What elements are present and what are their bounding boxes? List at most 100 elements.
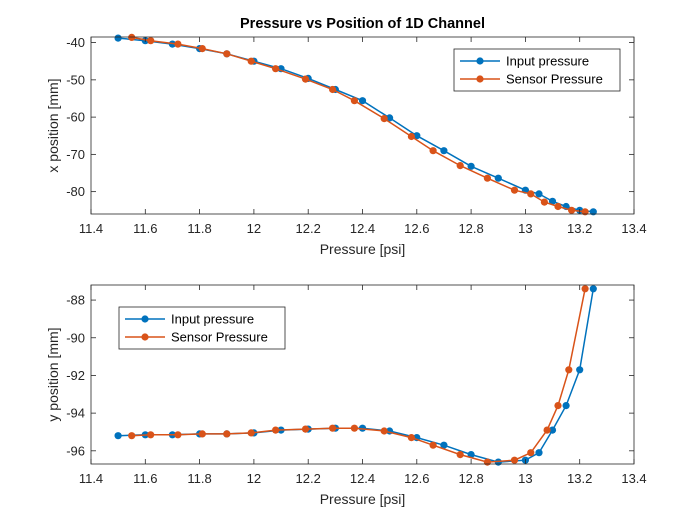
x-tick-label: 13.2 [567, 471, 592, 486]
data-point [386, 114, 394, 122]
legend-marker [141, 333, 149, 341]
legend-box [118, 306, 286, 350]
legend-marker [476, 57, 484, 65]
data-point [174, 431, 182, 439]
data-point [128, 432, 136, 440]
x-tick-label: 12.6 [404, 471, 429, 486]
x-tick-label: 12.2 [296, 471, 321, 486]
x-tick-label: 13 [518, 471, 532, 486]
data-point [407, 434, 415, 442]
data-point [510, 186, 519, 194]
x-axis-label: Pressure [psi] [320, 491, 406, 507]
data-point [380, 115, 388, 123]
data-point [301, 75, 310, 83]
data-point [114, 432, 122, 440]
data-point [565, 366, 573, 374]
data-point [543, 426, 551, 434]
data-point [527, 190, 535, 198]
y-tick-label: -88 [66, 293, 85, 308]
chart-panel-1: 11.4 11.6 11.8 12 12.2 12.4 12.6 12.8 13 13.2 13.4… [45, 16, 647, 257]
data-point [329, 424, 337, 432]
data-point [440, 147, 448, 155]
legend-marker [141, 315, 149, 323]
data-point [467, 162, 475, 170]
data-point [114, 34, 122, 42]
data-point [456, 162, 464, 170]
y-tick-label: -60 [66, 110, 85, 125]
data-point [494, 174, 502, 182]
legend-box [453, 48, 621, 92]
x-tick-label: 11.8 [187, 471, 211, 486]
data-point [380, 427, 388, 435]
chart-panel-2: 11.4 11.6 11.8 12 12.2 12.4 12.6 12.8 13 13.2 13.4… [45, 284, 647, 507]
legend: Input pressure Sensor Pressure [118, 306, 286, 350]
data-point [429, 147, 437, 155]
x-axis-label: Pressure [psi] [320, 241, 406, 257]
y-tick-label: -96 [66, 443, 85, 458]
x-tick-label: 12.2 [296, 221, 321, 236]
data-point [568, 206, 576, 214]
data-point [554, 202, 562, 211]
x-tick-label: 11.6 [133, 471, 157, 486]
data-point [576, 366, 584, 374]
data-point [358, 424, 367, 432]
legend-label: Input pressure [506, 54, 589, 69]
data-point [407, 132, 415, 141]
data-point [350, 97, 358, 105]
data-point [540, 198, 549, 206]
data-point [589, 285, 597, 293]
series-sensor-pressure [128, 33, 589, 216]
x-tick-label: 13.4 [621, 471, 646, 486]
data-point [527, 449, 535, 457]
data-point [223, 430, 231, 438]
data-point [510, 456, 519, 464]
x-tick-label: 12 [247, 221, 261, 236]
legend-label: Sensor Pressure [506, 72, 603, 87]
data-point [272, 426, 280, 434]
data-point [358, 97, 367, 105]
y-tick-label: -40 [66, 35, 85, 50]
y-axis-label: y position [mm] [45, 327, 61, 421]
x-tick-label: 13.4 [621, 221, 646, 236]
data-point [483, 174, 491, 182]
data-point [350, 424, 358, 432]
x-tick-label: 13 [518, 221, 532, 236]
data-point [483, 458, 491, 466]
legend-label: Input pressure [171, 312, 254, 327]
data-point [198, 430, 206, 438]
data-point [456, 451, 464, 459]
data-point [581, 208, 589, 216]
x-tick-label: 13.2 [567, 221, 592, 236]
data-point [535, 190, 543, 198]
data-point [272, 65, 280, 73]
y-tick-label: -94 [66, 406, 85, 421]
x-tick-label: 11.4 [79, 221, 103, 236]
data-point [174, 40, 182, 48]
x-tick-label: 12.8 [458, 471, 483, 486]
y-tick-label: -90 [66, 330, 85, 345]
data-point [562, 402, 570, 410]
data-point [247, 57, 255, 65]
data-point [554, 402, 562, 410]
data-point [581, 285, 589, 293]
series-sensor-pressure [128, 285, 589, 466]
data-point [301, 425, 310, 433]
data-point [198, 45, 206, 53]
y-tick-label: -92 [66, 368, 85, 383]
data-point [329, 85, 337, 94]
data-point [247, 429, 255, 437]
x-tick-label: 12.8 [458, 221, 483, 236]
y-tick-label: -80 [66, 184, 85, 199]
data-point [147, 431, 155, 439]
data-point [548, 197, 557, 205]
x-tick-label: 12.6 [404, 221, 429, 236]
x-tick-label: 12.4 [350, 471, 375, 486]
y-tick-label: -50 [66, 72, 85, 87]
data-point [440, 441, 448, 449]
chart-title: Pressure vs Position of 1D Channel [240, 16, 485, 32]
data-point [413, 132, 421, 140]
x-tick-label: 12 [247, 471, 261, 486]
y-tick-label: -70 [66, 147, 85, 162]
x-tick-label: 11.6 [133, 221, 157, 236]
